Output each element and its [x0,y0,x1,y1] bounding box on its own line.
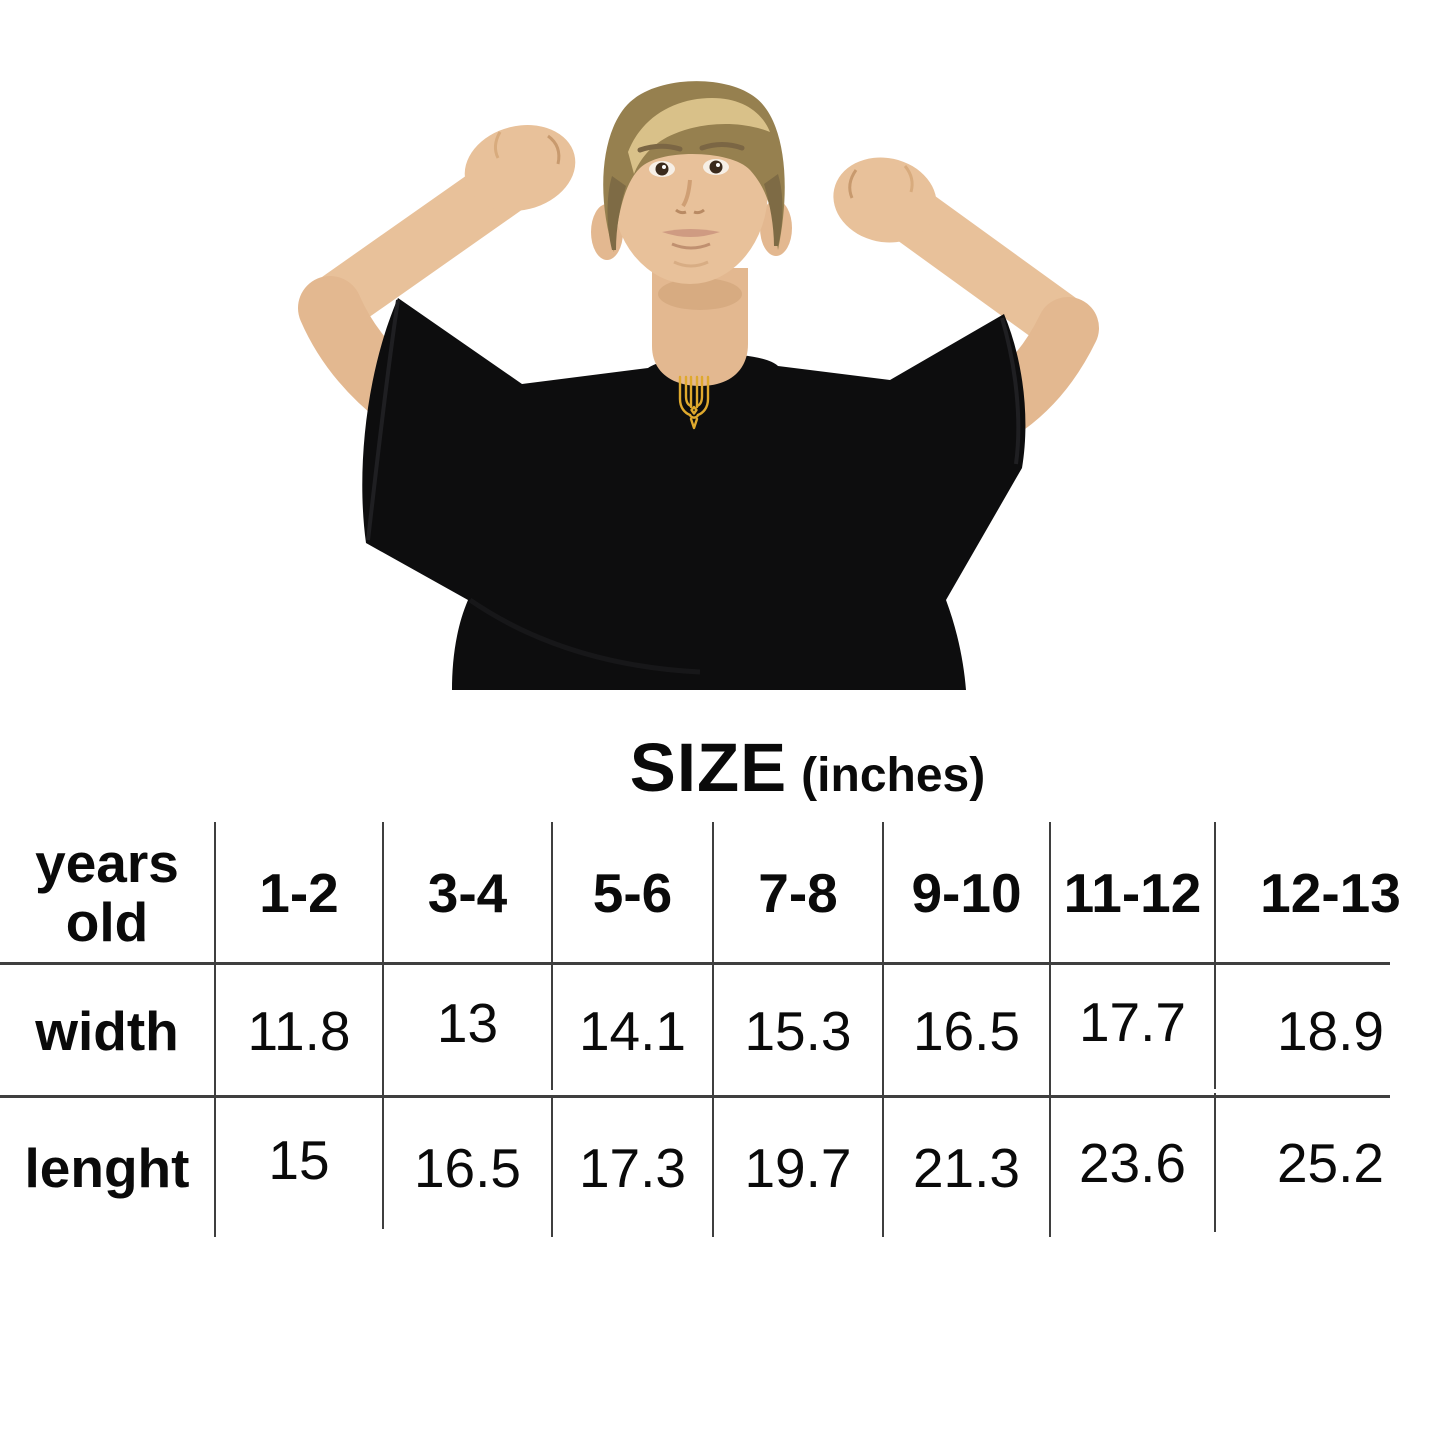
width-value: 18.9 [1276,1000,1385,1062]
right-fist [833,157,937,243]
size-table: years old 1-2 3-4 5-6 7-8 9-10 11-12 12-… [0,822,1445,1237]
width-value: 17.7 [1051,955,1216,1089]
row-label-width: width [0,964,216,1098]
face-features [637,142,745,268]
table-header-9-10: 9-10 [884,822,1051,964]
table-divider [0,1095,1390,1098]
width-value: 11.8 [216,964,384,1098]
lenght-value: 17.3 [553,1098,714,1237]
lenght-value: 16.5 [384,1098,553,1237]
width-value: 13 [384,956,553,1090]
title-unit: (inches) [801,749,986,802]
chart-title: SIZE (inches) [85,728,1445,807]
table-header-5-6: 5-6 [553,822,714,964]
trident-emblem-icon [678,375,710,430]
neck [652,268,748,386]
table-header-years-old: years old [0,822,216,964]
table-header-11-12: 11-12 [1051,822,1216,964]
width-value: 14.1 [553,964,714,1098]
black-tshirt [362,298,1026,690]
lenght-value: 25.2 [1276,1131,1385,1194]
head [591,81,792,284]
lenght-value: 21.3 [884,1098,1051,1237]
width-value: 15.3 [714,964,884,1098]
table-divider [0,962,1390,965]
table-header-7-8: 7-8 [714,822,884,964]
width-value: 16.5 [884,964,1051,1098]
lenght-value: 23.6 [1051,1093,1216,1232]
table-header-1-2: 1-2 [216,822,384,964]
table-header-3-4: 3-4 [384,822,553,964]
boy-photo [298,81,1099,690]
row-label-lenght: lenght [0,1098,216,1237]
title-size: SIZE [629,729,788,806]
lenght-value: 19.7 [714,1098,884,1237]
lenght-value: 15 [216,1090,384,1229]
table-header-12-13: 12-13 [1260,862,1401,924]
left-fist [464,125,576,211]
hair [603,81,785,252]
